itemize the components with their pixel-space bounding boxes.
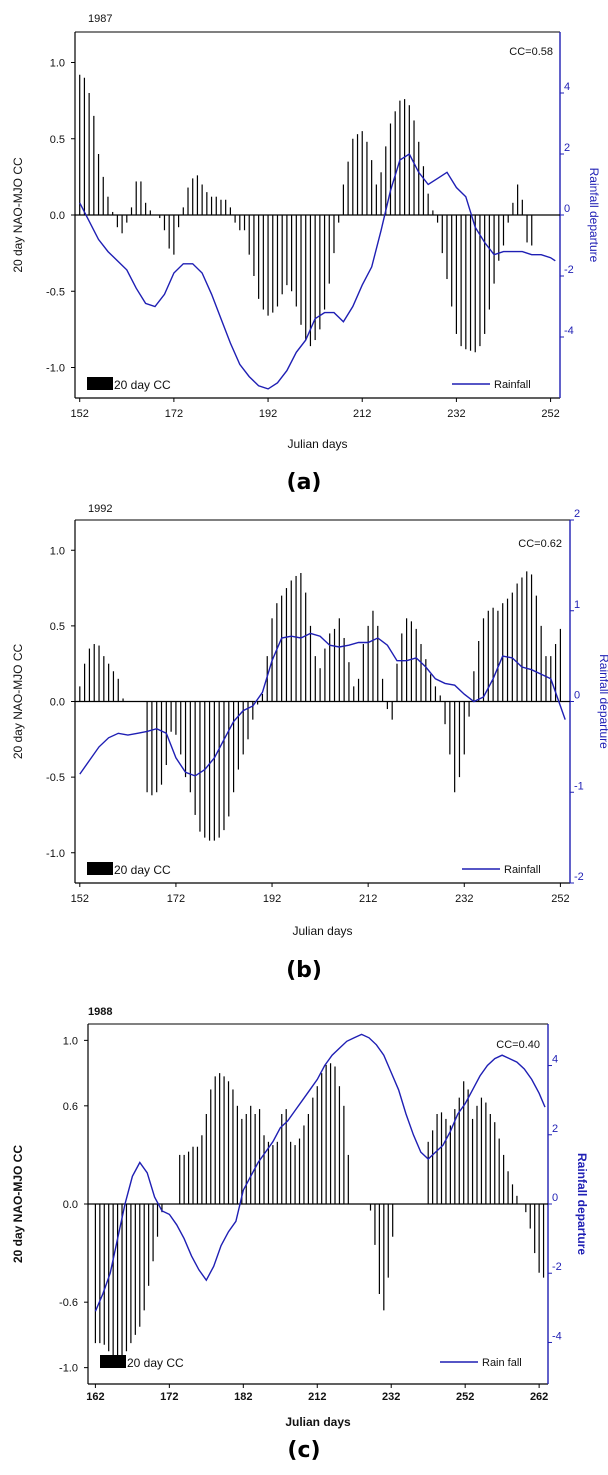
x-tick-label: 192 [259, 408, 277, 420]
panel-label-c: (c) [287, 1438, 321, 1463]
cc-annotation: CC=0.62 [518, 538, 562, 550]
legend-bar-label: 20 day CC [114, 863, 171, 877]
cc-annotation: CC=0.58 [509, 46, 553, 58]
chart-panel-c: 1.0 0.6 0.0 -0.6 -1.0 4 2 0 -2 -4 162 172 182 212 232 2… [11, 1006, 589, 1429]
left-axis-title: 20 day NAO-MJO CC [11, 1145, 25, 1263]
left-axis-title: 20 day NAO-MJO CC [11, 643, 25, 759]
left-axis-title: 20 day NAO-MJO CC [11, 157, 25, 273]
right-axis-title: Rainfall departure [597, 654, 608, 749]
right-axis-title: Rainfall departure [587, 168, 601, 263]
left-tick-label: -0.5 [46, 772, 65, 784]
rainfall-line [79, 632, 566, 777]
chart-panel-a: 1.0 0.5 0.0 -0.5 -1.0 4 2 0 -2 -4 152 172 192 212 232 2… [11, 13, 601, 451]
right-tick-label: 1 [574, 599, 580, 611]
x-axis-title: Julian days [285, 1415, 351, 1429]
right-tick-label: 2 [552, 1123, 558, 1135]
chart-panel-b: 1.0 0.5 0.0 -0.5 -1.0 2 1 0 -1 -2 152 172 192 212 232 2… [11, 503, 608, 938]
legend-bar-swatch [100, 1355, 126, 1368]
right-tick-label: 4 [564, 81, 570, 93]
x-tick-label: 232 [455, 893, 473, 905]
x-tick-label: 212 [353, 408, 371, 420]
legend-bar-label: 20 day CC [127, 1356, 184, 1370]
right-tick-label: -2 [564, 264, 574, 276]
right-tick-label: 0 [574, 690, 580, 702]
chart-title: 1992 [88, 503, 112, 515]
right-axis-title: Rainfall departure [575, 1153, 589, 1255]
chart-title: 1988 [88, 1006, 112, 1018]
left-tick-label: -0.6 [59, 1297, 78, 1309]
right-tick-label: 4 [552, 1054, 558, 1066]
legend-line-label: Rainfall [494, 379, 531, 391]
left-tick-label: 0.5 [50, 134, 65, 146]
x-axis-title: Julian days [292, 924, 352, 938]
x-tick-label: 152 [71, 408, 89, 420]
right-tick-label: -1 [574, 780, 584, 792]
legend-bar-swatch [87, 862, 113, 875]
x-tick-label: 162 [86, 1391, 104, 1403]
right-tick-label: 0 [564, 203, 570, 215]
left-tick-label: 0.0 [50, 697, 65, 709]
rainfall-line [79, 152, 556, 390]
panel-label-a: (a) [286, 470, 322, 495]
x-tick-label: 212 [359, 893, 377, 905]
right-tick-label: -2 [574, 871, 584, 883]
chart-title: 1987 [88, 13, 112, 25]
right-tick-label: 2 [574, 508, 580, 520]
x-tick-label: 152 [71, 893, 89, 905]
legend-line-label: Rain fall [482, 1357, 522, 1369]
legend-bar-swatch [87, 377, 113, 390]
x-tick-label: 172 [160, 1391, 178, 1403]
x-tick-label: 262 [530, 1391, 548, 1403]
left-tick-label: 0.0 [50, 210, 65, 222]
right-tick-label: -2 [552, 1261, 562, 1273]
left-tick-label: 1.0 [50, 58, 65, 70]
left-tick-label: -1.0 [46, 848, 65, 860]
left-tick-label: 0.6 [63, 1101, 78, 1113]
left-tick-label: 0.5 [50, 621, 65, 633]
right-tick-label: 2 [564, 142, 570, 154]
x-tick-label: 212 [308, 1391, 326, 1403]
left-tick-label: 1.0 [50, 545, 65, 557]
x-tick-label: 252 [541, 408, 559, 420]
x-axis-title: Julian days [287, 437, 347, 451]
right-tick-label: -4 [564, 325, 574, 337]
legend-bar-label: 20 day CC [114, 378, 171, 392]
left-tick-label: 1.0 [63, 1035, 78, 1047]
left-tick-label: -1.0 [59, 1363, 78, 1375]
cc-annotation: CC=0.40 [496, 1039, 540, 1051]
x-tick-label: 252 [551, 893, 569, 905]
x-tick-label: 252 [456, 1391, 474, 1403]
x-tick-label: 192 [263, 893, 281, 905]
x-tick-label: 232 [447, 408, 465, 420]
x-tick-label: 172 [165, 408, 183, 420]
rainfall-line [94, 1033, 546, 1312]
left-tick-label: -0.5 [46, 286, 65, 298]
x-tick-label: 232 [382, 1391, 400, 1403]
panel-label-b: (b) [286, 958, 322, 983]
legend-line-label: Rainfall [504, 864, 541, 876]
left-tick-label: -1.0 [46, 363, 65, 375]
x-tick-label: 172 [167, 893, 185, 905]
right-tick-label: -4 [552, 1330, 562, 1342]
right-tick-label: 0 [552, 1192, 558, 1204]
x-tick-label: 182 [234, 1391, 252, 1403]
left-tick-label: 0.0 [63, 1199, 78, 1211]
